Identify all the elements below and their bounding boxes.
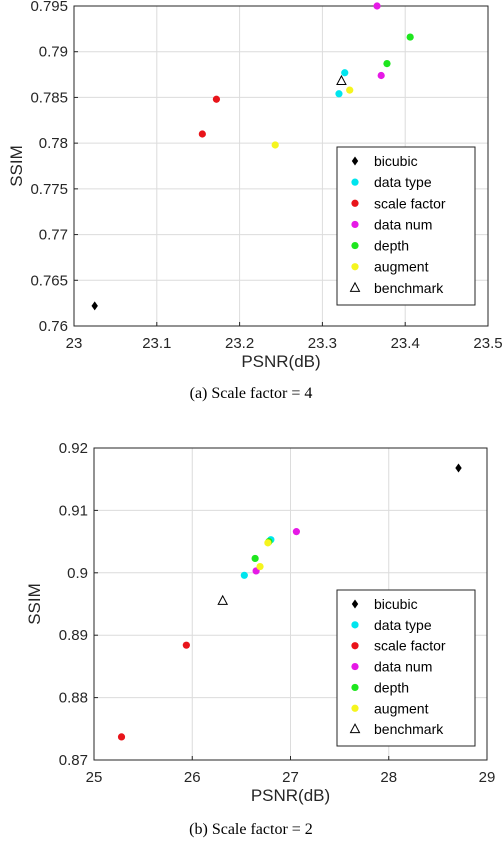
chart-a-ytick-label: 0.78 — [39, 135, 68, 152]
chart-a-point-scale-factor — [198, 130, 206, 138]
chart-b-point-scale-factor — [182, 641, 190, 649]
chart-a-xlabel: PSNR(dB) — [241, 352, 320, 371]
chart-a-ytick-label: 0.785 — [30, 89, 68, 106]
chart-b-legend: bicubic data type scale factor data num dept… — [336, 589, 476, 747]
chart-a-legend-marker — [351, 241, 359, 250]
chart-b-point-augment — [256, 562, 264, 571]
chart-b-ytick-label: 0.87 — [59, 752, 88, 769]
chart-b-ticks: 25 26 27 28 29 0.87 0.88 0.89 0.9 0.91 0.92 — [59, 440, 496, 786]
chart-a: 23 23.1 23.2 23.3 23.4 23.5 0.76 0.765 0.77 0.775… — [7, 0, 503, 402]
chart-a-point-depth — [406, 33, 414, 41]
chart-a-caption: (a) Scale factor = 4 — [190, 385, 313, 402]
chart-a-legend-marker — [351, 178, 359, 186]
chart-b-point-benchmark — [217, 594, 229, 605]
chart-a-point-benchmark — [336, 74, 347, 85]
chart-b-xtick-label: 29 — [479, 769, 496, 786]
chart-b-legend-marker — [351, 599, 359, 609]
chart-a-point-data-num — [373, 2, 381, 10]
chart-a-legend-box — [336, 146, 476, 306]
chart-a-legend-marker — [351, 263, 359, 271]
chart-b-legend-label: data num — [374, 659, 432, 675]
chart-a-ytick-label: 0.76 — [39, 318, 68, 335]
chart-b-xtick-label: 25 — [86, 769, 103, 786]
chart-a-xtick-label: 23.2 — [225, 335, 254, 352]
chart-b-legend-marker — [351, 683, 359, 692]
chart-a-xtick-label: 23.3 — [308, 335, 337, 352]
chart-a-legend: bicubic data type scale factor data num dept… — [336, 146, 476, 306]
chart-b-xtick-label: 28 — [380, 769, 397, 786]
chart-b-legend-marker — [349, 723, 361, 734]
chart-a-xtick-label: 23.5 — [473, 335, 502, 352]
chart-a-point-data-num — [377, 71, 385, 80]
chart-a-points — [91, 2, 414, 311]
chart-b: 25 26 27 28 29 0.87 0.88 0.89 0.9 0.91 0.92 bicubi… — [25, 440, 495, 838]
chart-a-plot-area — [73, 5, 489, 327]
chart-b-caption: (b) Scale factor = 2 — [189, 821, 313, 838]
chart-b-legend-label: benchmark — [374, 721, 444, 737]
chart-a-ytick-label: 0.795 — [30, 0, 68, 15]
chart-b-point-data-num — [292, 528, 300, 536]
chart-b-point-augment — [264, 539, 272, 547]
chart-b-legend-marker — [351, 662, 359, 671]
chart-a-xtick-label: 23 — [66, 335, 83, 352]
chart-b-legend-label: bicubic — [374, 596, 418, 612]
chart-a-legend-label: data num — [374, 216, 432, 232]
chart-a-point-bicubic — [91, 301, 98, 311]
chart-b-legend-marker — [351, 704, 359, 712]
chart-a-legend-label: benchmark — [374, 280, 444, 296]
chart-a-ticks: 23 23.1 23.2 23.3 23.4 23.5 0.76 0.765 0.77 0.775… — [30, 0, 502, 352]
chart-b-ytick-label: 0.92 — [59, 440, 88, 457]
chart-b-xtick-label: 26 — [184, 769, 201, 786]
chart-b-point-scale-factor — [117, 733, 126, 741]
chart-a-legend-marker — [349, 281, 361, 292]
chart-a-legend-marker — [351, 199, 359, 207]
chart-b-ytick-label: 0.9 — [67, 565, 88, 582]
chart-a-ytick-label: 0.79 — [39, 44, 68, 61]
chart-a-point-scale-factor — [212, 95, 221, 103]
chart-b-point-data-type — [240, 571, 248, 579]
chart-b-point-bicubic — [455, 463, 462, 473]
chart-b-point-depth — [251, 554, 259, 563]
chart-a-legend-label: data type — [374, 174, 432, 190]
chart-a-legend-label: bicubic — [374, 153, 418, 169]
chart-a-xtick-label: 23.4 — [391, 335, 420, 352]
chart-b-legend-label: scale factor — [374, 638, 446, 654]
chart-a-point-data-type — [335, 90, 343, 98]
chart-b-ytick-label: 0.91 — [59, 502, 88, 519]
chart-a-point-augment — [346, 86, 354, 94]
chart-a-ytick-label: 0.775 — [30, 181, 68, 198]
chart-a-point-data-type — [341, 69, 349, 77]
chart-b-xlabel: PSNR(dB) — [251, 786, 330, 805]
chart-b-ylabel: SSIM — [25, 583, 44, 625]
chart-a-ylabel: SSIM — [7, 145, 26, 187]
chart-a-legend-label: scale factor — [374, 195, 446, 211]
chart-a-point-augment — [271, 141, 279, 149]
chart-b-xtick-label: 27 — [282, 769, 299, 786]
chart-b-legend-marker — [351, 621, 359, 629]
chart-b-legend-label: depth — [374, 679, 409, 695]
chart-a-point-depth — [383, 60, 391, 68]
chart-b-legend-marker — [351, 642, 359, 650]
chart-b-legend-box — [336, 589, 476, 747]
chart-b-points — [117, 463, 462, 741]
chart-b-ytick-label: 0.88 — [59, 690, 88, 707]
chart-a-legend-marker — [351, 156, 359, 166]
chart-b-legend-label: augment — [374, 700, 429, 716]
chart-a-xtick-label: 23.1 — [142, 335, 171, 352]
chart-b-legend-label: data type — [374, 617, 432, 633]
chart-b-ytick-label: 0.89 — [59, 627, 88, 644]
chart-a-legend-marker — [351, 220, 359, 229]
chart-a-legend-label: augment — [374, 259, 429, 275]
chart-a-ytick-label: 0.77 — [39, 227, 68, 244]
chart-a-legend-label: depth — [374, 238, 409, 254]
chart-a-ytick-label: 0.765 — [30, 272, 68, 289]
